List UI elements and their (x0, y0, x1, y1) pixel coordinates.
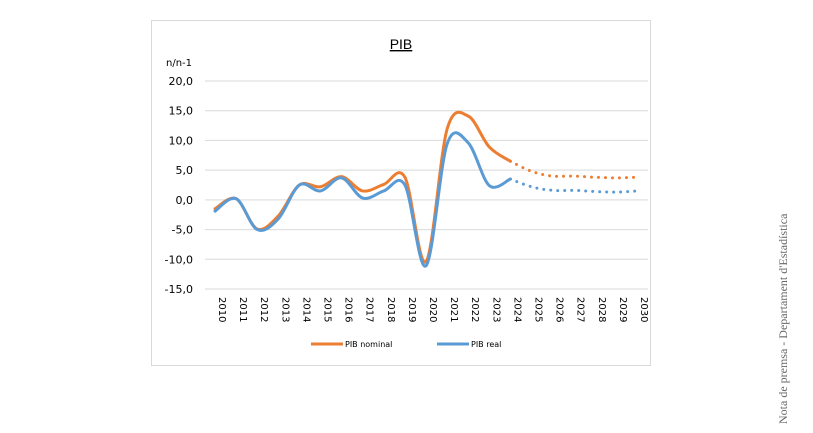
y-tick-label: 0,0 (176, 194, 194, 207)
x-tick-label: 2011 (237, 297, 248, 322)
chart-frame (151, 20, 651, 366)
series-forecast-line-0 (508, 159, 639, 180)
x-tick-label: 2020 (427, 297, 438, 322)
x-tick-label: 2015 (322, 297, 333, 322)
x-tick-label: 2024 (511, 297, 522, 322)
x-tick-label: 2017 (364, 297, 375, 322)
legend-label: PIB real (471, 340, 501, 349)
x-tick-label: 2013 (279, 297, 290, 322)
y-tick-label: 5,0 (176, 164, 194, 177)
x-tick-label: 2021 (448, 297, 459, 322)
y-tick-label: 20,0 (169, 75, 194, 88)
chart-title: PIB (390, 36, 413, 52)
x-tick-label: 2028 (596, 297, 607, 322)
series-line-1 (213, 131, 512, 268)
series-line-0 (213, 110, 512, 264)
x-tick-label: 2010 (216, 297, 227, 322)
x-tick-label: 2025 (533, 297, 544, 322)
x-tick-label: 2023 (490, 297, 501, 322)
x-tick-label: 2029 (617, 297, 628, 322)
x-tick-label: 2026 (554, 297, 565, 322)
x-tick-label: 2022 (469, 297, 480, 322)
y-tick-label: -5,0 (172, 224, 193, 237)
side-note: Nota de premsa - Departament d'Estadísti… (776, 213, 790, 424)
series-forecast-line-1 (508, 177, 639, 194)
x-tick-label: 2027 (575, 297, 586, 322)
x-tick-label: 2014 (300, 297, 311, 322)
y-tick-label: -10,0 (165, 253, 193, 266)
x-tick-label: 2019 (406, 297, 417, 322)
x-tick-label: 2012 (258, 297, 269, 322)
y-tick-label: 10,0 (169, 134, 194, 147)
x-tick-label: 2016 (343, 297, 354, 322)
x-tick-label: 2030 (638, 297, 649, 322)
y-axis-label: n/n-1 (166, 58, 192, 69)
legend-label: PIB nominal (345, 340, 392, 349)
x-tick-label: 2018 (385, 297, 396, 322)
y-tick-label: -15,0 (165, 283, 193, 296)
y-tick-label: 15,0 (169, 105, 194, 118)
